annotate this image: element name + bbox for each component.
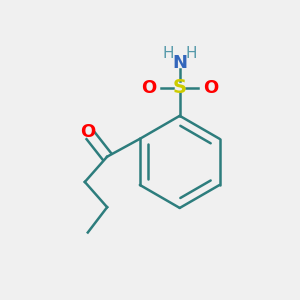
Text: O: O: [142, 79, 157, 97]
Text: N: N: [172, 54, 187, 72]
Text: S: S: [173, 78, 187, 97]
Text: O: O: [203, 79, 218, 97]
Text: H: H: [163, 46, 174, 61]
Text: O: O: [80, 123, 95, 141]
Text: H: H: [185, 46, 197, 61]
